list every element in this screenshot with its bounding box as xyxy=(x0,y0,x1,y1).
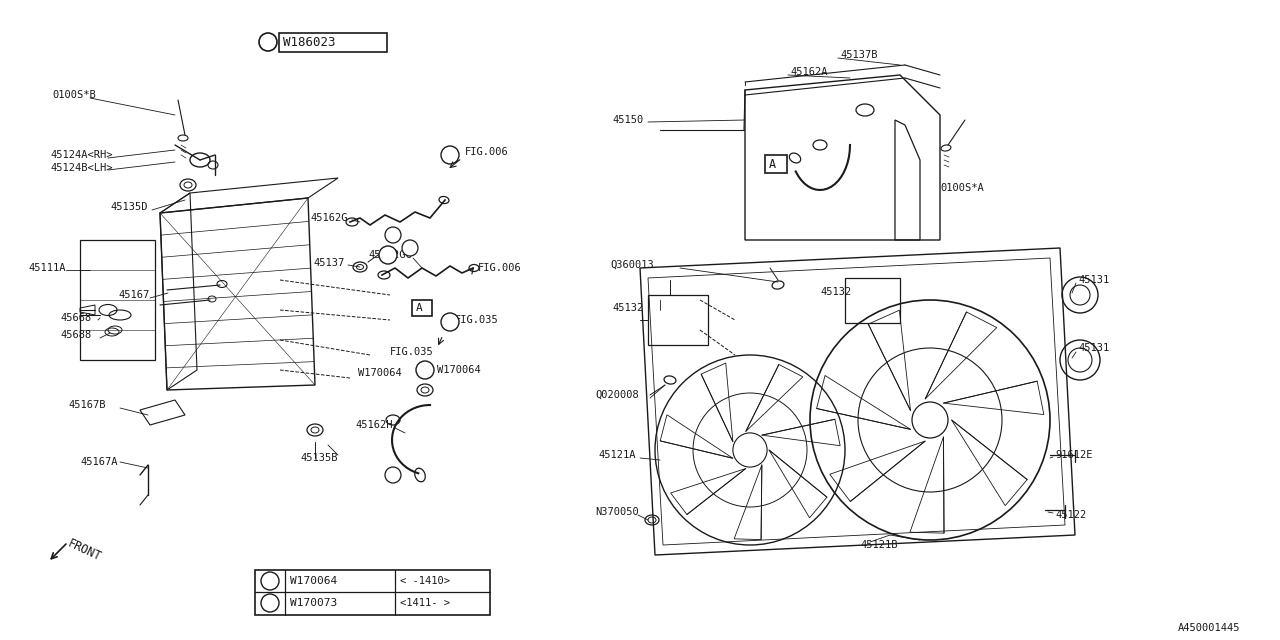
Text: 45132: 45132 xyxy=(820,287,851,297)
Text: N370050: N370050 xyxy=(595,507,639,517)
Text: 45124B<LH>: 45124B<LH> xyxy=(50,163,113,173)
Circle shape xyxy=(261,572,279,590)
Text: 45132: 45132 xyxy=(612,303,644,313)
Text: 45162GG: 45162GG xyxy=(369,250,412,260)
Text: 45111A: 45111A xyxy=(28,263,65,273)
Text: 45668: 45668 xyxy=(60,313,91,323)
Text: 45167: 45167 xyxy=(118,290,150,300)
Text: 45135D: 45135D xyxy=(110,202,147,212)
Text: 45121B: 45121B xyxy=(860,540,897,550)
Text: A: A xyxy=(769,157,776,170)
Text: 45137: 45137 xyxy=(314,258,344,268)
Text: FIG.035: FIG.035 xyxy=(390,347,434,357)
Text: 2: 2 xyxy=(268,576,273,586)
Text: <1411- >: <1411- > xyxy=(401,598,451,608)
Bar xyxy=(765,155,787,173)
Circle shape xyxy=(261,594,279,612)
Text: 45688: 45688 xyxy=(60,330,91,340)
Text: 45150: 45150 xyxy=(612,115,644,125)
Circle shape xyxy=(259,33,276,51)
Text: A450001445: A450001445 xyxy=(1178,623,1240,633)
Text: 1: 1 xyxy=(265,37,271,47)
Text: W170064: W170064 xyxy=(358,368,402,378)
Circle shape xyxy=(385,467,401,483)
Text: 45162A: 45162A xyxy=(790,67,827,77)
Text: 45122: 45122 xyxy=(1055,510,1087,520)
Circle shape xyxy=(379,246,397,264)
Text: 0100S*B: 0100S*B xyxy=(52,90,96,100)
Text: 45131: 45131 xyxy=(1078,275,1110,285)
Bar xyxy=(412,300,433,316)
Text: Q360013: Q360013 xyxy=(611,260,654,270)
Text: Q020008: Q020008 xyxy=(595,390,639,400)
Text: 45131: 45131 xyxy=(1078,343,1110,353)
Circle shape xyxy=(733,433,767,467)
Circle shape xyxy=(442,313,460,331)
Text: FRONT: FRONT xyxy=(65,536,102,563)
Text: 2: 2 xyxy=(268,598,273,608)
Text: 2: 2 xyxy=(390,470,396,480)
Text: 45124A<RH>: 45124A<RH> xyxy=(50,150,113,160)
Text: W186023: W186023 xyxy=(283,35,335,49)
Text: 45121A: 45121A xyxy=(598,450,635,460)
Circle shape xyxy=(402,240,419,256)
Text: A: A xyxy=(416,303,422,313)
Text: W170073: W170073 xyxy=(291,598,337,608)
Text: 1: 1 xyxy=(390,230,396,240)
Text: 45135B: 45135B xyxy=(300,453,338,463)
Text: FIG.035: FIG.035 xyxy=(454,315,499,325)
Text: FIG.006: FIG.006 xyxy=(477,263,522,273)
Text: 1: 1 xyxy=(385,250,390,260)
Text: 1: 1 xyxy=(447,317,453,327)
Bar xyxy=(81,240,155,360)
Text: 45162G: 45162G xyxy=(310,213,347,223)
Text: 45162H: 45162H xyxy=(355,420,393,430)
Text: W170064: W170064 xyxy=(436,365,481,375)
Text: 0100S*A: 0100S*A xyxy=(940,183,984,193)
Bar xyxy=(279,33,387,52)
Bar xyxy=(845,278,900,323)
Text: FIG.006: FIG.006 xyxy=(465,147,508,157)
Text: 45167B: 45167B xyxy=(68,400,105,410)
Text: W170064: W170064 xyxy=(291,576,337,586)
Text: < -1410>: < -1410> xyxy=(401,576,451,586)
Bar xyxy=(648,295,708,345)
Text: 1: 1 xyxy=(447,150,453,160)
Circle shape xyxy=(416,361,434,379)
Text: 45137B: 45137B xyxy=(840,50,878,60)
Text: 2: 2 xyxy=(422,365,428,375)
Text: 1: 1 xyxy=(407,243,413,253)
Circle shape xyxy=(442,146,460,164)
Circle shape xyxy=(913,402,948,438)
Bar xyxy=(255,570,490,615)
Circle shape xyxy=(385,227,401,243)
Text: 45167A: 45167A xyxy=(81,457,118,467)
Text: 91612E: 91612E xyxy=(1055,450,1093,460)
